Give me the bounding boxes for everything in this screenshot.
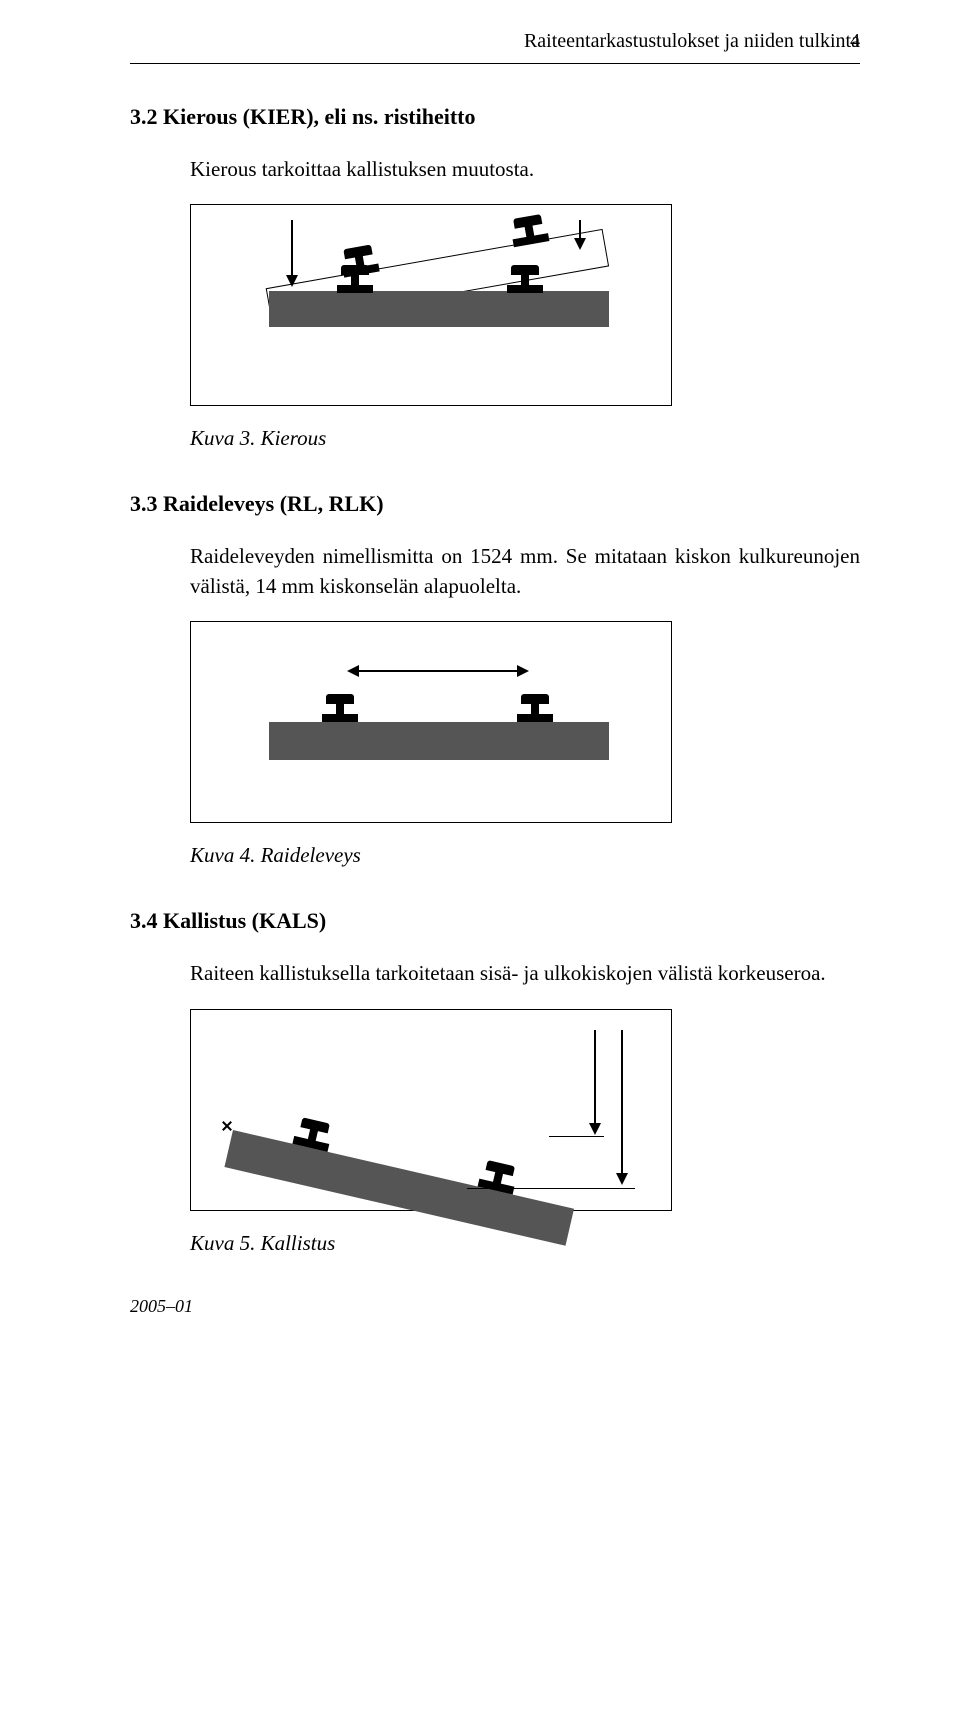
figure-3-kierous [190,204,672,406]
section-3-4-heading: 3.4 Kallistus (KALS) [130,908,860,934]
page: 4 Raiteentarkastustulokset ja niiden tul… [0,0,960,1347]
figure-4-inner [191,622,671,822]
figure-3-inner [191,205,671,405]
arrow-head-icon [589,1123,601,1135]
reference-line-icon [467,1188,635,1189]
figure-5-kallistus [190,1009,672,1211]
header-title: Raiteentarkastustulokset ja niiden tulki… [130,30,860,53]
section-3-2-heading: 3.2 Kierous (KIER), eli ns. ristiheitto [130,104,860,130]
reference-line-icon [549,1136,604,1137]
section-3-2-body: Kierous tarkoittaa kallistuksen muutosta… [190,155,860,184]
arrow-down-icon [291,220,293,280]
section-3-3-heading: 3.3 Raideleveys (RL, RLK) [130,491,860,517]
section-3-4-body: Raiteen kallistuksella tarkoitetaan sisä… [190,959,860,988]
section-3-3-body: Raideleveyden nimellismitta on 1524 mm. … [190,542,860,601]
arrow-right-icon [517,665,529,677]
figure-4-raideleveys [190,621,672,823]
arrow-down-icon [621,1030,623,1178]
cross-mark-icon [222,1121,232,1131]
gauge-arrow-icon [356,670,520,672]
figure-4-caption: Kuva 4. Raideleveys [190,843,860,868]
page-number: 4 [850,30,860,53]
header-divider [130,63,860,64]
sleeper-flat [269,291,609,327]
figure-3-caption: Kuva 3. Kierous [190,426,860,451]
arrow-head-icon [616,1173,628,1185]
figure-5-inner [191,1010,671,1210]
footer-date: 2005–01 [130,1296,860,1317]
sleeper [269,722,609,760]
arrow-down-icon [594,1030,596,1128]
